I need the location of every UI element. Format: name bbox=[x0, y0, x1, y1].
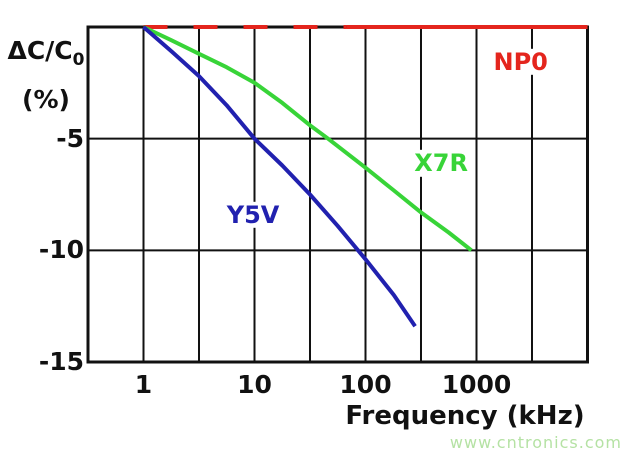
x-tick-label-10: 10 bbox=[237, 370, 272, 399]
y-axis-title: ΔC/C0 (%) bbox=[6, 31, 86, 120]
series-line-x7r bbox=[142, 25, 473, 252]
y-tick-label--5: -5 bbox=[56, 123, 84, 153]
y-axis-title-unit: (%) bbox=[22, 85, 70, 114]
series-line-y5v bbox=[142, 25, 417, 328]
y-tick-label--10: -10 bbox=[38, 235, 84, 265]
series-label-y5v: Y5V bbox=[223, 201, 283, 228]
plot-border bbox=[86, 25, 589, 364]
x-tick-label-1000: 1000 bbox=[441, 370, 512, 399]
y-tick-label--15: -15 bbox=[38, 346, 84, 376]
y-axis-title-symbol: ΔC/C0 bbox=[7, 36, 85, 70]
x-axis-title: Frequency (kHz) bbox=[345, 401, 585, 431]
x-tick-label-1: 1 bbox=[134, 370, 153, 399]
x-tick-label-100: 100 bbox=[339, 370, 392, 399]
series-label-x7r: X7R bbox=[411, 150, 471, 176]
watermark: www.cntronics.com bbox=[449, 433, 622, 452]
series-label-np0: NP0 bbox=[490, 48, 551, 75]
